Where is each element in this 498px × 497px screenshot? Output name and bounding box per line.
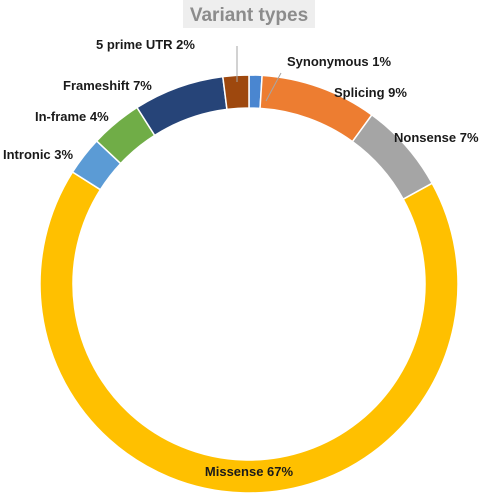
donut-slices [39,74,459,494]
label-frameshift: Frameshift 7% [63,78,152,93]
label-splicing: Splicing 9% [334,85,407,100]
slice-nonsense [351,113,434,201]
label-synonymous: Synonymous 1% [287,54,391,69]
slice-5-prime-utr [221,74,250,111]
label-missense: Missense 67% [205,464,294,479]
leader-synonymous [265,72,282,102]
leader-lines [236,46,282,102]
chart-title: Variant types [190,5,308,26]
data-labels: Synonymous 1% Splicing 9% Nonsense 7% Misse… [3,37,479,479]
slice-missense [39,170,459,494]
label-5-prime-utr: 5 prime UTR 2% [96,37,195,52]
label-intronic: Intronic 3% [3,147,74,162]
chart-title-background [183,0,315,28]
label-in-frame: In-frame 4% [35,109,109,124]
label-nonsense: Nonsense 7% [394,130,479,145]
